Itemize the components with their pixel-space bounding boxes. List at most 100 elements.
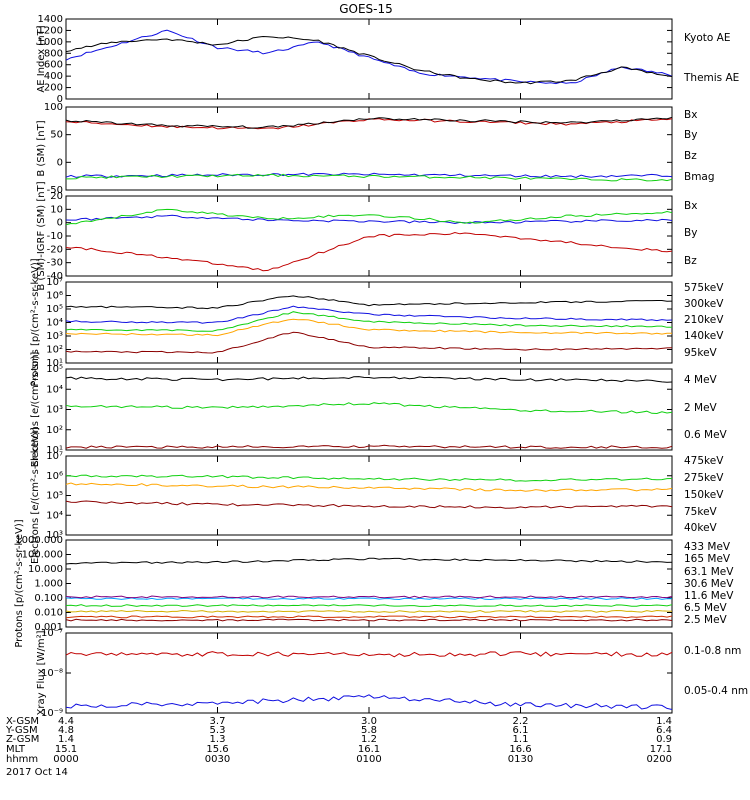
y-tick-label: 10⁷ [46, 451, 63, 462]
y-tick-label: 10² [46, 345, 63, 356]
legend-entry: Kyoto AE [684, 32, 730, 44]
footer-value: 3.7 [210, 716, 226, 727]
y-tick-label: 800 [44, 48, 63, 59]
series-line-Bmag [65, 116, 673, 129]
y-tick-label: 0 [57, 157, 63, 168]
legend-entry: Bz [684, 255, 697, 267]
legend-entry: 0.1-0.8 nm [684, 645, 741, 657]
y-tick-label: 10⁻⁸ [41, 668, 63, 679]
series-line-165-MeV [65, 615, 673, 619]
series-line-475keV [65, 500, 673, 509]
legend-entry: 0.05-0.4 nm [684, 685, 748, 697]
y-axis-label: Protons [p/(cm²-s-sr-keV)] [30, 258, 41, 386]
footer-row-label: hhmm [6, 754, 38, 765]
footer-value: 6.1 [513, 725, 529, 736]
legend-entry: 30.6 MeV [684, 578, 734, 590]
panel-2: -40 -30 -20 -10 0 10 20B (SM)-IGRF (SM) [nT] Bx… [36, 181, 697, 290]
footer-value: 1.1 [513, 734, 529, 745]
footer-row-label: X-GSM [6, 716, 39, 727]
legend-entry: Themis AE [683, 72, 739, 84]
date-label: 2017 Oct 14 [6, 767, 68, 778]
footer-value: 1.3 [210, 734, 226, 745]
y-tick-label: 10⁶ [46, 291, 63, 302]
legend-entry: 0.6 MeV [684, 429, 728, 441]
y-tick-label: 10⁴ [46, 384, 63, 395]
legend-entry: 150keV [684, 489, 724, 501]
y-tick-label: 10³ [46, 331, 63, 342]
footer-value: 6.4 [656, 725, 672, 736]
legend-entry: 2.5 MeV [684, 614, 728, 626]
series-line-Bz [65, 231, 673, 272]
legend-entry: 40keV [684, 522, 718, 534]
y-tick-label: 600 [44, 60, 63, 71]
legend-entry: 95keV [684, 347, 718, 359]
series-line-275keV [65, 482, 673, 492]
y-tick-label: 0.001 [34, 622, 63, 633]
legend-entry: By [684, 227, 697, 239]
y-tick-label: 0 [57, 218, 63, 229]
series-line-11.6-MeV [65, 597, 673, 601]
series-line-2.5-MeV [65, 557, 673, 565]
series-line-0.05-0.4-nm [65, 694, 673, 710]
y-tick-label: 100.000 [22, 550, 63, 561]
legend-entry: Bx [684, 200, 697, 212]
y-axis-label: Electrons [e/(cm²-s-sr)] [30, 352, 41, 468]
legend-entry: 75keV [684, 506, 718, 518]
footer-value: 0200 [647, 754, 672, 765]
y-tick-label: 10⁵ [46, 491, 63, 502]
y-tick-label: 0.100 [34, 593, 63, 604]
footer-value: 5.3 [210, 725, 226, 736]
series-line-140keV [65, 305, 673, 324]
series-line-0.6-MeV [65, 376, 673, 383]
y-tick-label: 10² [46, 425, 63, 436]
legend-entry: 575keV [684, 282, 724, 294]
y-tick-label: -20 [47, 244, 63, 255]
panel-6: 0.001 0.010 0.100 1.000 10.000 100.000 1000.00… [14, 519, 734, 647]
legend-entry: 2 MeV [684, 402, 718, 414]
y-tick-label: 10⁻⁹ [41, 708, 63, 719]
footer-value: 5.8 [361, 725, 377, 736]
legend-entry: 4 MeV [684, 374, 718, 386]
footer-value: 15.6 [206, 744, 228, 755]
y-tick-label: 1200 [38, 25, 63, 36]
y-tick-label: 10¹ [46, 358, 63, 369]
series-line-Bx [65, 214, 673, 225]
y-axis-label: B (SM) [nT] [36, 120, 47, 176]
y-tick-label: 0.010 [34, 608, 63, 619]
series-line-2-MeV [65, 402, 673, 415]
y-tick-label: 10⁶ [46, 471, 63, 482]
series-line-By [65, 208, 673, 226]
series-line-Kyoto-AE [65, 29, 673, 85]
plot-title: GOES-15 [339, 2, 393, 16]
legend-entry: 140keV [684, 330, 724, 342]
footer-value: 0100 [356, 754, 381, 765]
footer-value: 16.6 [509, 744, 531, 755]
legend-entry: 11.6 MeV [684, 590, 734, 602]
series-line-150keV [65, 474, 673, 482]
footer-row-label: MLT [6, 744, 26, 755]
footer-value: 0.9 [656, 734, 672, 745]
y-tick-label: 10³ [46, 530, 63, 541]
y-tick-label: -30 [47, 258, 63, 269]
footer-row-label: Z-GSM [6, 734, 39, 745]
y-axis-label: B (SM)-IGRF (SM) [nT] [36, 181, 47, 290]
y-tick-label: 50 [50, 130, 63, 141]
y-tick-label: -10 [47, 231, 63, 242]
footer-value: 16.1 [358, 744, 380, 755]
series-line-30.6-MeV [65, 604, 673, 607]
legend-entry: 275keV [684, 472, 724, 484]
legend-entry: By [684, 129, 697, 141]
footer-value: 4.4 [58, 716, 74, 727]
series-line-575keV [65, 331, 673, 354]
footer-row-label: Y-GSM [5, 725, 38, 736]
y-tick-label: 1.000 [34, 579, 63, 590]
series-line-210keV [65, 311, 672, 332]
legend-entry: 300keV [684, 298, 724, 310]
series-line-6.5-MeV [65, 595, 673, 599]
panel-frame [65, 632, 673, 714]
ephemeris-axis-table: X-GSM 4.4 3.7 3.0 2.2 1.4 Y-GSM 4.8 5.3 5.8 6.1 6.4… [5, 716, 672, 765]
panel-4: 10¹ 10² 10³ 10⁴ 10⁵ Electrons [e/(cm²-s-sr)] 4… [30, 352, 728, 468]
panel-5: 10³ 10⁴ 10⁵ 10⁶ 10⁷ Electrons [e/(cm²-s-sr-ke… [30, 427, 724, 564]
